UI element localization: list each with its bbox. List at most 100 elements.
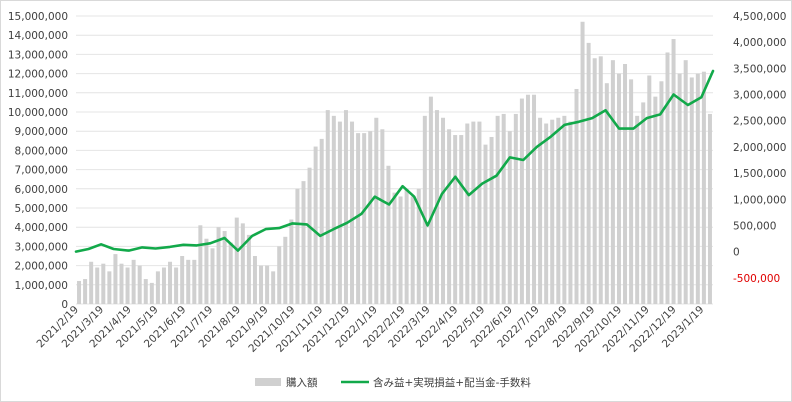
bar: [677, 73, 682, 304]
bar: [441, 117, 446, 304]
bar: [532, 94, 537, 304]
bar: [149, 282, 154, 304]
left-axis-tick-label: 14,000,000: [8, 30, 68, 42]
right-axis-tick-label: 500,000: [733, 220, 776, 232]
left-axis-tick-label: 3,000,000: [15, 241, 68, 253]
right-axis-tick-label: 4,000,000: [733, 37, 786, 49]
left-axis-tick-label: 12,000,000: [8, 69, 68, 81]
legend-label-line: 含み益+実現損益+配当金-手数料: [373, 376, 531, 389]
left-axis-tick-label: 1,000,000: [15, 280, 68, 292]
bar: [513, 113, 518, 304]
bar: [301, 181, 306, 304]
right-axis-tick-label: 2,500,000: [733, 116, 786, 128]
bar: [671, 39, 676, 304]
bar: [519, 98, 524, 304]
bar: [350, 121, 355, 304]
bar: [210, 248, 215, 304]
bar: [459, 135, 464, 304]
bar: [228, 242, 233, 304]
left-axis-tick-label: 4,000,000: [15, 222, 68, 234]
bar: [265, 265, 270, 304]
bar: [240, 223, 245, 304]
left-axis-tick-label: 5,000,000: [15, 203, 68, 215]
bar: [356, 133, 361, 304]
legend-swatch-bars: [255, 378, 281, 386]
right-axis-tick-label: 4,500,000: [733, 11, 786, 23]
bar: [307, 167, 312, 304]
legend-label-bars: 購入額: [286, 376, 318, 389]
bar: [113, 254, 118, 304]
bar: [319, 138, 324, 304]
left-axis-tick-label: 7,000,000: [15, 165, 68, 177]
bar: [137, 265, 142, 304]
bar: [362, 133, 367, 304]
bar: [422, 115, 427, 304]
bar: [641, 102, 646, 305]
left-axis-tick-label: 2,000,000: [15, 261, 68, 273]
bar: [574, 88, 579, 305]
right-axis-tick-label: 2,000,000: [733, 142, 786, 154]
bar: [610, 60, 615, 304]
bar: [580, 21, 585, 304]
bar: [252, 256, 257, 304]
bar: [234, 217, 239, 304]
bar: [562, 115, 567, 304]
bar: [404, 188, 409, 304]
bar: [198, 225, 203, 304]
bar: [623, 64, 628, 304]
bar: [635, 115, 640, 304]
bar: [143, 279, 148, 304]
right-axis-tick-label: 0: [733, 247, 740, 259]
bar: [83, 279, 88, 304]
left-axis-tick-label: 13,000,000: [8, 49, 68, 61]
bar: [331, 115, 336, 304]
bar: [604, 83, 609, 304]
bar: [180, 256, 185, 304]
bar: [665, 52, 670, 305]
bar: [416, 188, 421, 304]
bar: [525, 94, 530, 304]
bar: [174, 267, 179, 304]
left-axis-tick-label: 10,000,000: [8, 107, 68, 119]
bar: [392, 192, 397, 304]
bar: [689, 77, 694, 304]
bar: [337, 121, 342, 304]
bar: [325, 110, 330, 304]
bar: [95, 267, 100, 304]
bar: [186, 259, 191, 304]
bar: [374, 117, 379, 304]
bar: [368, 131, 373, 304]
right-axis-tick-label: 3,000,000: [733, 90, 786, 102]
bar: [398, 196, 403, 304]
bar: [283, 236, 288, 304]
bar: [410, 196, 415, 304]
bar: [259, 265, 264, 304]
left-axis-tick-label: 11,000,000: [8, 88, 68, 100]
bar: [453, 135, 458, 304]
bar: [489, 136, 494, 304]
right-axis-tick-label: 3,500,000: [733, 63, 786, 75]
bar: [155, 271, 160, 304]
bar: [647, 75, 652, 305]
right-axis-tick-label: -500,000: [733, 273, 780, 285]
bar: [295, 188, 300, 304]
bar: [125, 267, 130, 304]
bar: [216, 227, 221, 304]
bar: [556, 117, 561, 304]
bar: [629, 79, 634, 304]
bar: [386, 165, 391, 304]
bar: [550, 119, 555, 305]
bar: [107, 271, 112, 304]
left-axis-tick-label: 15,000,000: [8, 11, 68, 23]
right-axis-tick-label: 1,000,000: [733, 194, 786, 206]
series-line: [74, 69, 715, 253]
bar: [465, 123, 470, 305]
bar: [538, 117, 543, 304]
bar: [501, 113, 506, 304]
right-axis-tick-label: 1,500,000: [733, 168, 786, 180]
bar: [598, 56, 603, 304]
bar: [428, 96, 433, 304]
bar: [653, 96, 658, 304]
bar: [683, 60, 688, 304]
